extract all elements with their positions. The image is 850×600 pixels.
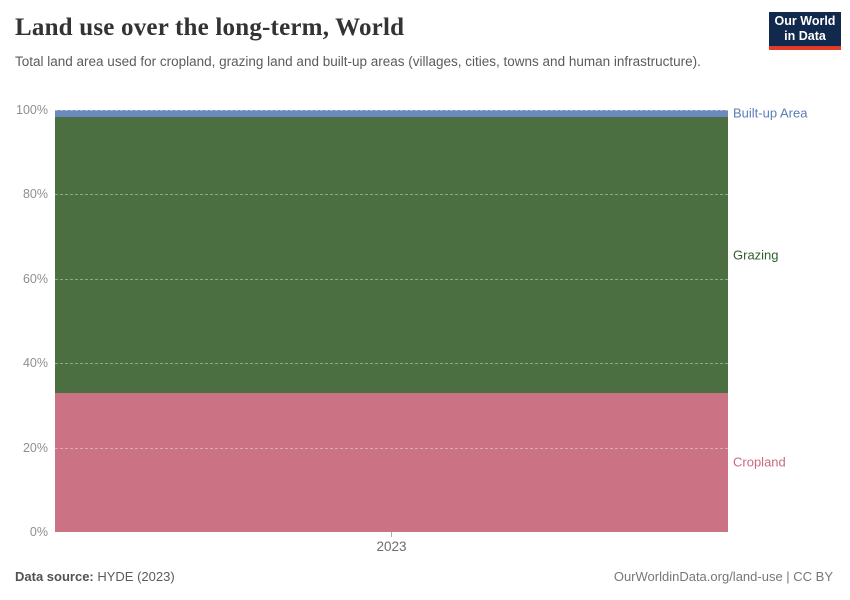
plot-area xyxy=(55,110,728,532)
owid-logo-line2: in Data xyxy=(784,29,826,43)
page-title: Land use over the long-term, World xyxy=(15,14,405,41)
gridline-100 xyxy=(55,110,728,111)
attribution-text[interactable]: OurWorldinData.org/land-use | CC BY xyxy=(613,569,833,584)
y-tick-label-0: 0% xyxy=(29,525,48,539)
owid-logo[interactable]: Our World in Data xyxy=(769,12,841,50)
gridline-80 xyxy=(55,194,728,196)
gridline-60 xyxy=(55,278,728,280)
y-tick-label-20: 20% xyxy=(22,440,48,455)
area-band-grazing[interactable] xyxy=(55,116,728,393)
area-band-built-up-area[interactable] xyxy=(55,110,728,117)
owid-logo-line1: Our World xyxy=(774,14,836,28)
y-tick-label-60: 60% xyxy=(22,271,48,286)
gridline-20 xyxy=(55,447,728,449)
gridline-40 xyxy=(55,363,728,365)
data-source-text: Data source: HYDE (2023) xyxy=(15,569,175,584)
y-tick-label-100: 100% xyxy=(16,103,48,117)
series-label-built-up-area[interactable]: Built-up Area xyxy=(733,105,808,121)
data-source-value: HYDE (2023) xyxy=(93,569,175,584)
y-tick-label-80: 80% xyxy=(22,187,48,202)
data-source-label: Data source: xyxy=(15,569,94,584)
series-label-cropland[interactable]: Cropland xyxy=(733,454,786,470)
x-axis-tick xyxy=(391,532,392,537)
x-tick-label: 2023 xyxy=(376,539,407,554)
chart-subtitle: Total land area used for cropland, grazi… xyxy=(15,54,701,69)
series-labels: Built-up Area Grazing Cropland xyxy=(733,106,848,532)
chart-footer: Data source: HYDE (2023) OurWorldinData.… xyxy=(15,569,833,584)
area-band-cropland[interactable] xyxy=(55,392,728,532)
y-tick-label-40: 40% xyxy=(22,356,48,371)
y-axis-labels: 0% 20% 40% 60% 80% 100% xyxy=(0,103,48,539)
series-label-grazing[interactable]: Grazing xyxy=(733,247,779,263)
